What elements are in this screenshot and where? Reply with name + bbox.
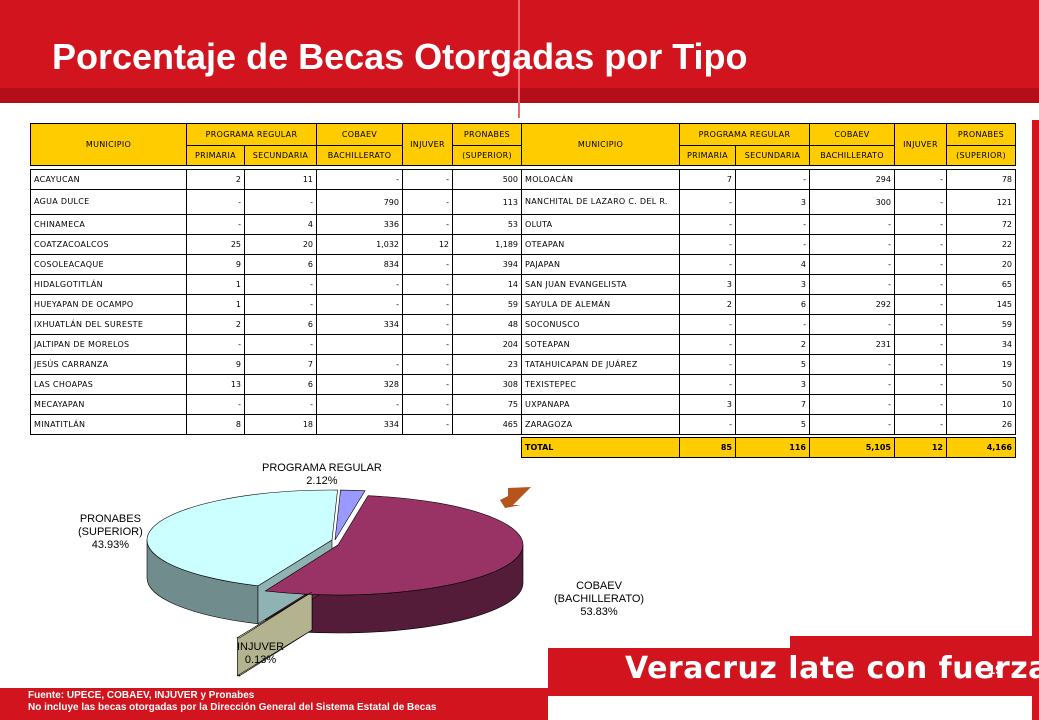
label-cobaev-sub: (BACHILLERATO): [554, 593, 645, 605]
label-injuver-pct: 0.13%: [244, 654, 277, 666]
total-value: 116: [735, 437, 810, 458]
value-cell: 22: [946, 234, 1016, 255]
total-label: TOTAL: [521, 437, 680, 458]
table-row: NANCHITAL DE LAZARO C. DEL R. -3 300-121: [521, 189, 1016, 215]
label-cobaev: COBAEV (BACHILLERATO) 53.83%: [554, 580, 644, 619]
header-programa-regular: PROGRAMA REGULAR: [679, 123, 810, 146]
table-row: SAYULA DE ALEMÁN 2 6 292-145: [521, 294, 1016, 315]
value-cell: -: [679, 414, 736, 435]
table-row: ACAYUCAN 2 11- -500: [30, 169, 522, 190]
table-row: COSOLEACAQUE 9 6 834-394: [30, 254, 522, 275]
value-cell: -: [894, 189, 947, 215]
total-value: 12: [894, 437, 947, 458]
pie-slice-cobaev: [264, 495, 524, 596]
footer-band: [548, 648, 1039, 696]
label-cobaev-pct: 53.83%: [580, 606, 618, 618]
pie-slice-programa-regular: [334, 489, 366, 541]
table-row: MOLOACÁN 7-294-78: [521, 169, 1016, 190]
label-injuver-name: INJUVER: [237, 641, 285, 653]
page-number: 19: [988, 662, 1003, 677]
header-secundaria: SECUNDARIA: [244, 145, 317, 166]
header-bachillerato: BACHILLERATO: [809, 145, 895, 166]
value-cell: 26: [946, 414, 1016, 435]
label-pronabes-pct: 43.93%: [91, 539, 130, 551]
table-row: OTEAPAN - - - -22: [521, 234, 1016, 255]
page-title: Porcentaje de Becas Otorgadas por Tipo: [52, 36, 748, 77]
label-pronabes-name: PRONABES: [79, 513, 141, 525]
source-note: Fuente: UPECE, COBAEV, INJUVER y Pronabe…: [28, 690, 437, 714]
header-municipio: MUNICIPIO: [30, 123, 187, 166]
table-row: OLUTA - - - -72: [521, 214, 1016, 235]
municipio-cell: MINATITLÁN: [30, 414, 187, 435]
header-secundaria: SECUNDARIA: [735, 145, 810, 166]
label-programa-regular: PROGRAMA REGULAR 2.12%: [262, 462, 382, 488]
pie-slice-injuver: [236, 591, 313, 639]
label-injuver: INJUVER 0.13%: [237, 641, 284, 667]
table-row: SAN JUAN EVANGELISTA 3 3- -65: [521, 274, 1016, 295]
header-injuver: INJUVER: [894, 123, 947, 166]
value-cell: 121: [946, 189, 1016, 215]
source-band: [0, 688, 548, 720]
header-injuver: INJUVER: [402, 123, 453, 166]
header-superior: (SUPERIOR): [452, 145, 522, 166]
scholarship-table-right: MUNICIPIO PROGRAMA REGULAR COBAEV INJUVE…: [521, 123, 1016, 458]
header-bachillerato: BACHILLERATO: [316, 145, 403, 166]
pie-slice-pronabes: [146, 489, 338, 587]
label-pronabes: PRONABES (SUPERIOR) 43.93%: [78, 513, 143, 552]
total-value: 85: [679, 437, 736, 458]
table-row: AGUA DULCE - -790-113: [30, 189, 522, 215]
label-programa-pct: 2.12%: [306, 475, 338, 487]
header-cobaev: COBAEV: [809, 123, 895, 146]
scholarship-table-left: MUNICIPIO PROGRAMA REGULAR COBAEV INJUVE…: [30, 123, 522, 435]
value-cell: 3: [735, 189, 810, 215]
value-cell: -: [679, 189, 736, 215]
value-cell: 8: [186, 414, 245, 435]
header-divider: [518, 0, 520, 118]
municipio-cell: AGUA DULCE: [30, 189, 187, 215]
table-row: UXPANAPA 3 7- -10: [521, 394, 1016, 415]
arrow-shape: [500, 487, 531, 508]
total-value: 4,166: [946, 437, 1016, 458]
table-row: MECAYAPAN - - - -75: [30, 394, 522, 415]
table-row: JALTIPAN DE MORELOS - - -204: [30, 334, 522, 355]
right-accent-strip: [1032, 120, 1039, 720]
table-row: SOTEAPAN -2 231-34: [521, 334, 1016, 355]
table-row: IXHUATLÁN DEL SURESTE 2 6 334-48: [30, 314, 522, 335]
table-row: ZARAGOZA -5- -26: [521, 414, 1016, 435]
value-cell: 334: [316, 414, 403, 435]
value-cell: 300: [809, 189, 895, 215]
value-cell: -: [402, 414, 453, 435]
table-row: CHINAMECA -4 336-53: [30, 214, 522, 235]
source-line-2: No incluye las becas otorgadas por la Di…: [28, 702, 437, 713]
table-row: TEXISTEPEC -3- -50: [521, 374, 1016, 395]
header-programa-regular: PROGRAMA REGULAR: [186, 123, 317, 146]
label-pronabes-sub: (SUPERIOR): [78, 526, 143, 538]
header-cobaev: COBAEV: [316, 123, 403, 146]
total-row: TOTAL 85 116 5,105 12 4,166: [521, 437, 1016, 458]
header-pronabes: PRONABES: [452, 123, 522, 146]
label-cobaev-name: COBAEV: [576, 580, 622, 592]
header-superior: (SUPERIOR): [946, 145, 1016, 166]
source-line-1: Fuente: UPECE, COBAEV, INJUVER y Pronabe…: [28, 690, 255, 701]
header-municipio: MUNICIPIO: [521, 123, 680, 166]
municipio-cell: NANCHITAL DE LAZARO C. DEL R.: [521, 189, 680, 215]
total-value: 5,105: [809, 437, 895, 458]
header-primaria: PRIMARIA: [679, 145, 736, 166]
footer-tab: [790, 636, 1039, 650]
slogan: Veracruz late con fuerza: [625, 651, 1039, 686]
label-programa-name: PROGRAMA REGULAR: [262, 462, 382, 474]
table-row: MINATITLÁN 8 18 334-465: [30, 414, 522, 435]
